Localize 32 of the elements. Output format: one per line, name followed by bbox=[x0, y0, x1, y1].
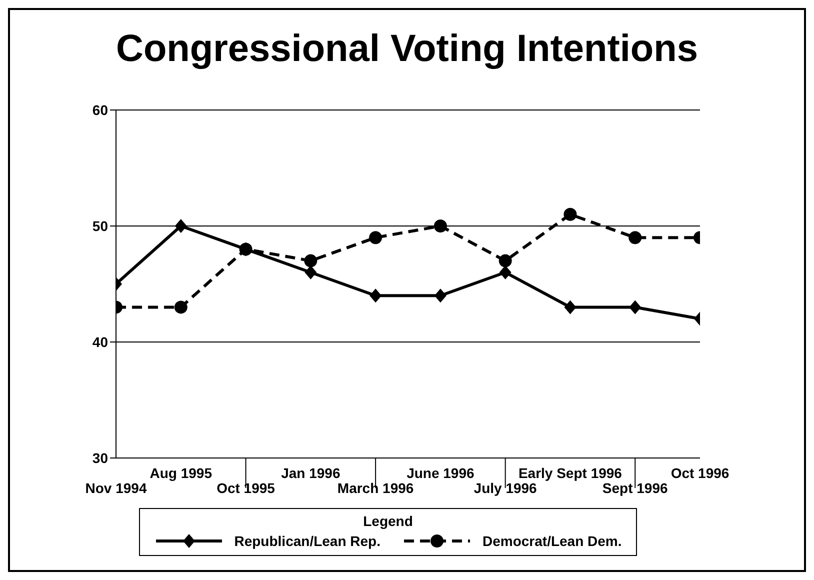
point bbox=[304, 265, 317, 280]
point bbox=[629, 300, 642, 314]
x-tick-label: Aug 1995 bbox=[150, 465, 212, 481]
y-tick-label: 60 bbox=[92, 102, 108, 118]
y-tick-label: 40 bbox=[92, 334, 108, 350]
x-tick-label: Jan 1996 bbox=[281, 465, 340, 481]
x-tick-label: Nov 1994 bbox=[85, 480, 147, 496]
point bbox=[628, 231, 642, 244]
point bbox=[174, 300, 188, 314]
x-tick-label: June 1996 bbox=[406, 465, 475, 481]
y-tick-label: 30 bbox=[92, 450, 108, 466]
point bbox=[369, 231, 382, 244]
x-tick-label: Early Sept 1996 bbox=[518, 465, 622, 481]
legend-title: Legend bbox=[362, 513, 414, 529]
point bbox=[434, 288, 446, 303]
x-tick-label: July 1996 bbox=[474, 480, 538, 496]
y-tick-label: 50 bbox=[92, 218, 108, 234]
x-tick-label: March 1996 bbox=[337, 480, 414, 496]
point bbox=[498, 254, 512, 268]
legend-label: Democrat/Lean Dem. bbox=[482, 533, 622, 549]
x-tick-label: Oct 1996 bbox=[670, 465, 730, 481]
x-tick-label: Sept 1996 bbox=[602, 480, 668, 496]
point bbox=[564, 300, 576, 314]
point bbox=[564, 208, 577, 221]
legend-label: Republican/Lean Rep. bbox=[234, 533, 380, 549]
point bbox=[370, 288, 382, 303]
point bbox=[304, 254, 318, 268]
point bbox=[499, 265, 512, 280]
x-tick-label: Oct 1995 bbox=[216, 480, 276, 496]
point bbox=[174, 219, 187, 233]
chart-title: Congressional Voting Intentions bbox=[115, 28, 699, 71]
point bbox=[434, 220, 447, 232]
